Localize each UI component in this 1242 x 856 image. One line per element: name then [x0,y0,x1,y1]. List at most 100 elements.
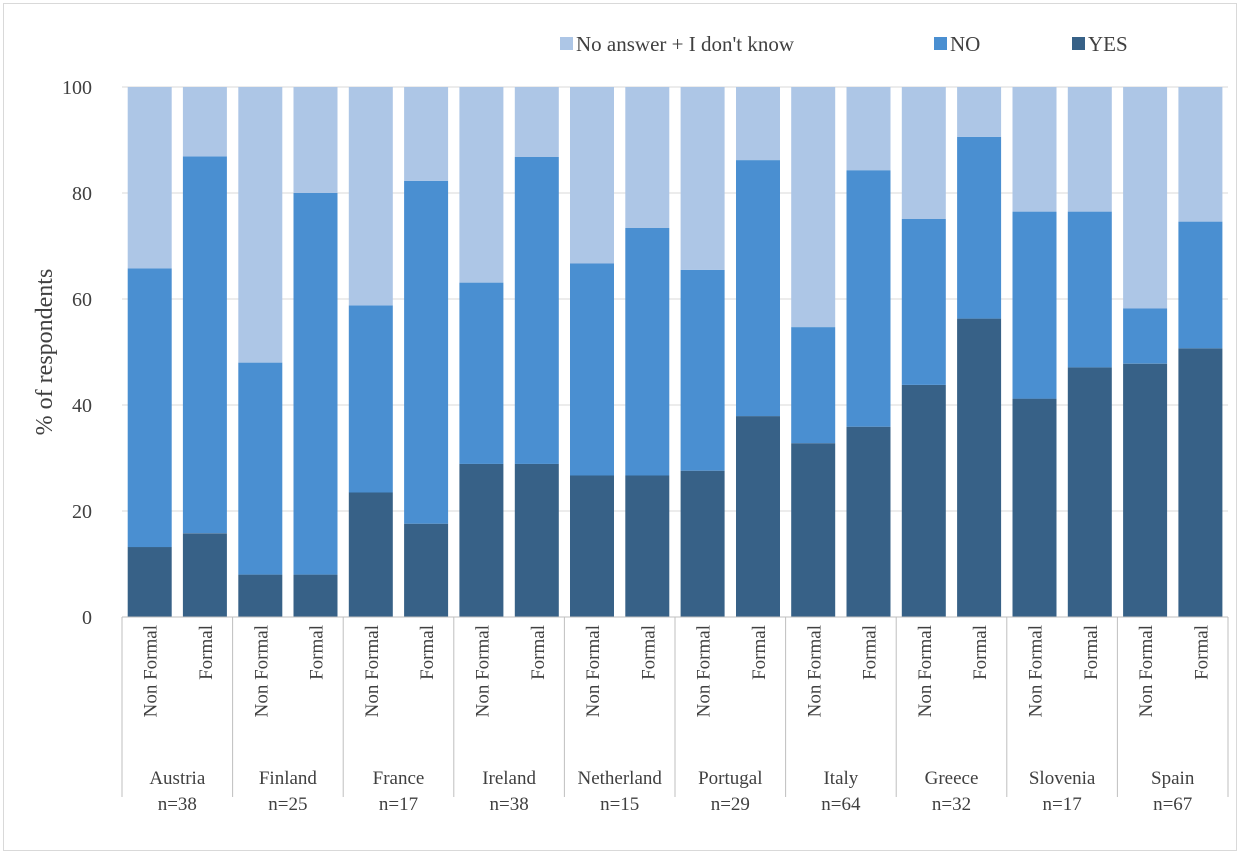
legend-label: NO [950,32,980,56]
legend-swatch [934,37,947,50]
bar-segment-no [404,180,449,524]
x-subcategory-label: Formal [528,625,549,680]
x-subcategory-label: Non Formal [362,625,383,717]
bar-segment-no [680,269,725,471]
bar-segment-yes [459,463,504,617]
legend-swatch [560,37,573,50]
x-group-n-label: n=15 [600,794,639,815]
bar-segment-yes [570,475,614,617]
bar-segment-no [1178,221,1223,349]
x-group-label: Ireland [482,768,536,789]
bar-segment-no-answer-i-don-t-know [791,87,836,328]
x-group-label: Italy [823,768,858,789]
bar-segment-no-answer-i-don-t-know [348,87,393,306]
x-group-n-label: n=38 [489,794,528,815]
bar-segment-no-answer-i-don-t-know [680,87,725,270]
bar-segment-yes [1123,363,1168,617]
bar-segment-no-answer-i-don-t-know [1012,87,1057,212]
y-tick-label: 80 [72,183,92,205]
x-subcategory-label: Non Formal [583,625,604,717]
x-subcategory-label: Formal [196,625,217,680]
x-subcategory-label: Non Formal [1136,625,1157,717]
bar-segment-yes [127,547,172,617]
bar-segment-no-answer-i-don-t-know [846,87,891,171]
bar-segment-yes [1012,398,1057,617]
bar-segment-no-answer-i-don-t-know [293,87,338,193]
bar-segment-no [736,160,780,417]
x-subcategory-label: Non Formal [141,625,162,717]
x-group-n-label: n=64 [821,794,861,815]
x-group-label: Austria [149,768,206,789]
bar-segment-no-answer-i-don-t-know [514,87,559,157]
x-group-label: Finland [259,768,318,789]
bar-segment-no-answer-i-don-t-know [182,87,227,157]
legend-label: No answer + I don't know [576,32,795,56]
bar-segment-yes [957,318,1002,617]
bar-segment-no [1123,308,1168,364]
bar-segment-no [127,268,172,548]
x-group-label: Netherland [577,768,662,789]
x-subcategory-label: Non Formal [472,625,493,717]
x-subcategory-label: Non Formal [1025,625,1046,717]
bar-segment-yes [1178,348,1223,617]
x-group-n-label: n=32 [932,794,971,815]
x-subcategory-label: Non Formal [694,625,715,717]
bar-segment-no [1067,211,1112,368]
bar-segment-no-answer-i-don-t-know [238,87,283,363]
bar-segment-no [570,263,614,476]
x-group-n-label: n=25 [268,794,307,815]
y-tick-label: 60 [72,289,92,311]
bar-segment-yes [238,574,283,617]
bar-segment-no [348,305,393,493]
legend-label: YES [1088,32,1128,56]
bar-segment-yes [293,574,338,617]
bar-segment-no [459,282,504,464]
x-group-label: Portugal [698,768,762,789]
x-subcategory-label: Non Formal [915,625,936,717]
bar-segment-yes [625,475,670,617]
bar-segment-no [293,193,338,575]
x-subcategory-label: Non Formal [804,625,825,717]
x-group-n-label: n=67 [1153,794,1192,815]
bar-segment-yes [901,384,946,617]
y-tick-label: 0 [82,607,92,629]
bar-segment-no-answer-i-don-t-know [736,87,780,161]
bar-segment-no [901,219,946,385]
x-subcategory-label: Formal [749,625,770,680]
bar-segment-yes [182,533,227,617]
bar-segment-yes [791,443,836,617]
bar-segment-no [957,136,1002,319]
x-subcategory-label: Formal [970,625,991,680]
y-tick-label: 100 [62,77,92,99]
bar-segment-no-answer-i-don-t-know [570,87,614,264]
x-group-n-label: n=17 [379,794,418,815]
bar-segment-no-answer-i-don-t-know [404,87,449,181]
bar-segment-yes [680,470,725,617]
bar-segment-no-answer-i-don-t-know [901,87,946,219]
x-group-label: Greece [925,768,979,789]
bar-segment-no-answer-i-don-t-know [625,87,670,228]
x-subcategory-label: Formal [417,625,438,680]
x-group-label: Slovenia [1029,768,1096,789]
y-axis-title: % of respondents [32,269,58,436]
y-tick-label: 20 [72,501,92,523]
bar-segment-no-answer-i-don-t-know [1067,87,1112,212]
bar-segment-no-answer-i-don-t-know [459,87,504,283]
y-tick-label: 40 [72,395,92,417]
bar-segment-no-answer-i-don-t-know [957,87,1002,137]
x-group-n-label: n=17 [1042,794,1081,815]
bar-segment-yes [846,426,891,617]
x-group-label: France [373,768,425,789]
bar-segment-no [514,157,559,464]
bar-segment-yes [1067,367,1112,617]
x-subcategory-label: Formal [860,625,881,680]
bar-segment-no [846,170,891,427]
bar-segment-no-answer-i-don-t-know [127,87,172,269]
x-subcategory-label: Formal [307,625,328,680]
bar-segment-yes [736,416,780,617]
bar-segment-no [791,327,836,444]
bar-segment-no [238,362,283,575]
bar-segment-no [1012,211,1057,399]
bar-segment-no [182,156,227,534]
